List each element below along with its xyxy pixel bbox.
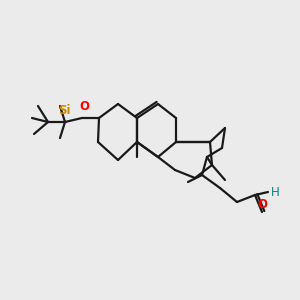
Text: O: O <box>79 100 89 113</box>
Text: H: H <box>271 185 280 199</box>
Text: O: O <box>257 198 267 211</box>
Text: Si: Si <box>58 104 70 117</box>
